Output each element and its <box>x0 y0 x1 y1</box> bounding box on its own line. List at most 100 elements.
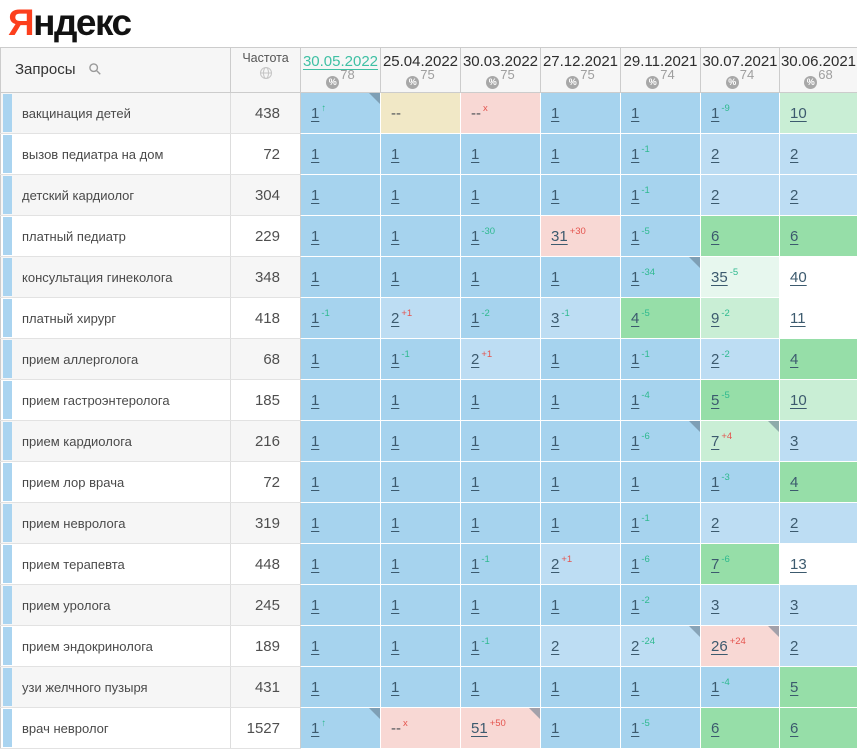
position-link[interactable]: 1 <box>471 473 480 491</box>
query-cell[interactable]: врач невролог <box>0 707 231 749</box>
position-link[interactable]: 1 <box>631 720 640 737</box>
position-link[interactable]: 1 <box>471 310 480 327</box>
position-link[interactable]: 1 <box>471 596 480 614</box>
position-link[interactable]: 1 <box>631 146 640 163</box>
position-link[interactable]: 1 <box>391 514 400 532</box>
position-link[interactable]: 2 <box>790 186 799 204</box>
frequency-column-header[interactable]: Частота <box>230 47 301 93</box>
position-link[interactable]: 1 <box>311 637 320 655</box>
position-link[interactable]: 4 <box>790 473 799 491</box>
query-cell[interactable]: прием терапевта <box>0 543 231 585</box>
position-link[interactable]: 1 <box>311 350 320 368</box>
position-link[interactable]: 1 <box>391 227 400 245</box>
position-link[interactable]: 2 <box>711 351 720 368</box>
position-link[interactable]: 1 <box>631 228 640 245</box>
position-link[interactable]: 31 <box>551 228 568 245</box>
date-column-header[interactable]: 27.12.2021% 75 <box>540 47 621 93</box>
query-cell[interactable]: платный хирург <box>0 297 231 339</box>
visibility-badge[interactable]: % 74 <box>701 68 779 89</box>
position-link[interactable]: 1 <box>311 514 320 532</box>
position-link[interactable]: 1 <box>631 433 640 450</box>
position-link[interactable]: 1 <box>471 514 480 532</box>
position-link[interactable]: 35 <box>711 269 728 286</box>
position-link[interactable]: 1 <box>631 556 640 573</box>
position-link[interactable]: 2 <box>711 145 720 163</box>
query-cell[interactable]: вызов педиатра на дом <box>0 133 231 175</box>
query-cell[interactable]: платный педиатр <box>0 215 231 257</box>
position-link[interactable]: 1 <box>711 105 720 122</box>
position-link[interactable]: 1 <box>471 268 480 286</box>
position-link[interactable]: 1 <box>711 474 720 491</box>
position-link[interactable]: 1 <box>631 104 640 122</box>
position-link[interactable]: 1 <box>311 227 320 245</box>
position-link[interactable]: 1 <box>391 596 400 614</box>
date-link[interactable]: 30.05.2022 <box>302 53 379 70</box>
position-link[interactable]: 1 <box>391 145 400 163</box>
position-link[interactable]: 1 <box>551 268 560 286</box>
date-column-header[interactable]: 25.04.2022% 75 <box>380 47 461 93</box>
position-link[interactable]: 2 <box>551 637 560 655</box>
position-link[interactable]: 1 <box>471 678 480 696</box>
query-cell[interactable]: прием невролога <box>0 502 231 544</box>
visibility-badge[interactable]: % 68 <box>780 68 857 89</box>
position-link[interactable]: 1 <box>631 515 640 532</box>
visibility-badge[interactable]: % 75 <box>541 68 620 89</box>
position-link[interactable]: 6 <box>790 719 799 737</box>
position-link[interactable]: 1 <box>391 432 400 450</box>
visibility-badge[interactable]: % 78 <box>301 68 380 89</box>
visibility-badge[interactable]: % 75 <box>461 68 540 89</box>
position-link[interactable]: 9 <box>711 310 720 327</box>
position-link[interactable]: 1 <box>631 678 640 696</box>
position-link[interactable]: 4 <box>790 350 799 368</box>
query-cell[interactable]: узи желчного пузыря <box>0 666 231 708</box>
position-link[interactable]: 1 <box>311 473 320 491</box>
position-link[interactable]: 3 <box>711 596 720 614</box>
position-link[interactable]: 1 <box>551 596 560 614</box>
query-cell[interactable]: детский кардиолог <box>0 174 231 216</box>
query-cell[interactable]: прием аллерголога <box>0 338 231 380</box>
position-link[interactable]: 1 <box>551 719 560 737</box>
position-link[interactable]: 5 <box>790 678 799 696</box>
position-link[interactable]: 6 <box>711 719 720 737</box>
position-link[interactable]: 13 <box>790 555 807 573</box>
position-link[interactable]: 7 <box>711 556 720 573</box>
position-link[interactable]: 1 <box>551 104 560 122</box>
date-column-header[interactable]: 30.05.2022% 78 <box>300 47 381 93</box>
position-link[interactable]: 1 <box>311 105 320 122</box>
query-cell[interactable]: прием кардиолога <box>0 420 231 462</box>
position-link[interactable]: 10 <box>790 391 807 409</box>
position-link[interactable]: 1 <box>311 555 320 573</box>
position-link[interactable]: 1 <box>471 145 480 163</box>
date-column-header[interactable]: 29.11.2021% 74 <box>620 47 701 93</box>
position-link[interactable]: 6 <box>790 227 799 245</box>
position-link[interactable]: 1 <box>471 186 480 204</box>
position-link[interactable]: 1 <box>551 350 560 368</box>
position-link[interactable]: 1 <box>551 145 560 163</box>
position-link[interactable]: 1 <box>551 473 560 491</box>
position-link[interactable]: 1 <box>631 392 640 409</box>
query-cell[interactable]: прием лор врача <box>0 461 231 503</box>
visibility-badge[interactable]: % 74 <box>621 68 700 89</box>
position-link[interactable]: 1 <box>311 268 320 286</box>
position-link[interactable]: 1 <box>311 145 320 163</box>
position-link[interactable]: 1 <box>631 187 640 204</box>
search-icon[interactable] <box>88 62 102 80</box>
position-link[interactable]: 2 <box>391 310 400 327</box>
date-link[interactable]: 27.12.2021 <box>542 53 619 70</box>
position-link[interactable]: 2 <box>711 186 720 204</box>
position-link[interactable]: 1 <box>311 391 320 409</box>
query-cell[interactable]: прием уролога <box>0 584 231 626</box>
position-link[interactable]: 1 <box>631 269 640 286</box>
position-link[interactable]: 2 <box>790 145 799 163</box>
date-column-header[interactable]: 30.06.2021% 68 <box>779 47 857 93</box>
position-link[interactable]: 26 <box>711 638 728 655</box>
date-link[interactable]: 30.03.2022 <box>462 53 539 70</box>
position-link[interactable]: 1 <box>471 391 480 409</box>
position-link[interactable]: 1 <box>391 268 400 286</box>
query-cell[interactable]: прием эндокринолога <box>0 625 231 667</box>
position-link[interactable]: 3 <box>551 310 560 327</box>
position-link[interactable]: 2 <box>790 637 799 655</box>
date-link[interactable]: 30.07.2021 <box>702 53 778 70</box>
position-link[interactable]: 1 <box>391 637 400 655</box>
date-column-header[interactable]: 30.03.2022% 75 <box>460 47 541 93</box>
